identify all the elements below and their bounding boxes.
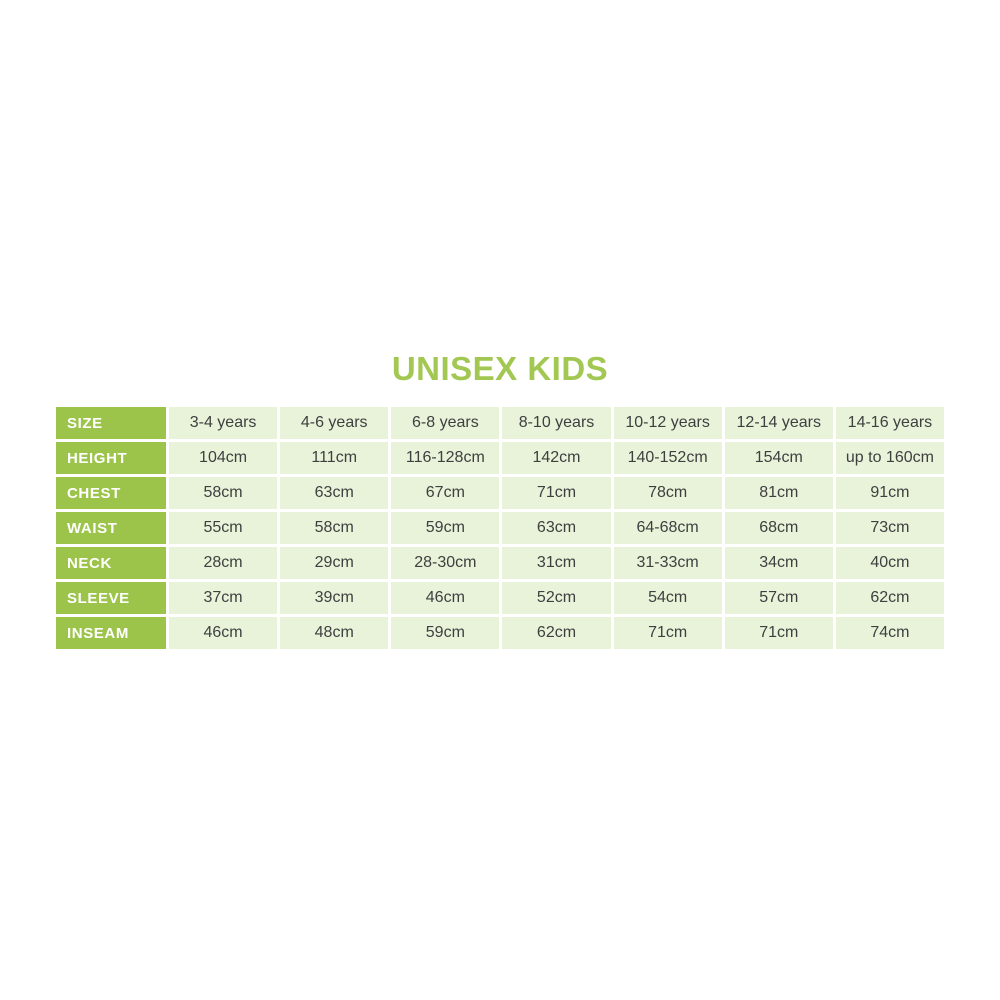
size-value-cell: 78cm: [613, 477, 722, 509]
size-value-cell: 28-30cm: [391, 547, 500, 579]
size-value-cell: 31-33cm: [613, 547, 722, 579]
size-value-cell: 81cm: [724, 477, 833, 509]
size-value-cell: 55cm: [169, 512, 278, 544]
size-value-cell: 31cm: [502, 547, 611, 579]
row-label-cell: SLEEVE: [56, 582, 166, 614]
size-value-cell: 74cm: [835, 617, 944, 649]
size-value-cell: 4-6 years: [280, 407, 389, 439]
size-value-cell: 71cm: [613, 617, 722, 649]
page-title: UNISEX KIDS: [391, 350, 609, 387]
size-value-cell: 40cm: [835, 547, 944, 579]
size-value-cell: 104cm: [169, 442, 278, 474]
size-table: SIZE 3-4 years 4-6 years 6-8 years 8-10 year…: [56, 407, 944, 649]
size-value-cell: 28cm: [169, 547, 278, 579]
size-value-cell: 67cm: [391, 477, 500, 509]
size-value-cell: 142cm: [502, 442, 611, 474]
size-value-cell: 39cm: [280, 582, 389, 614]
size-value-cell: 111cm: [280, 442, 389, 474]
size-value-cell: 52cm: [502, 582, 611, 614]
size-value-cell: 57cm: [724, 582, 833, 614]
size-value-cell: 34cm: [724, 547, 833, 579]
size-value-cell: 68cm: [724, 512, 833, 544]
size-value-cell: 29cm: [280, 547, 389, 579]
size-value-cell: 59cm: [391, 617, 500, 649]
size-value-cell: 8-10 years: [502, 407, 611, 439]
size-value-cell: 54cm: [613, 582, 722, 614]
size-value-cell: 46cm: [169, 617, 278, 649]
size-value-cell: 48cm: [280, 617, 389, 649]
size-value-cell: 73cm: [835, 512, 944, 544]
size-value-cell: 3-4 years: [169, 407, 278, 439]
size-value-cell: 91cm: [835, 477, 944, 509]
row-label-cell: CHEST: [56, 477, 166, 509]
size-value-cell: 154cm: [724, 442, 833, 474]
size-value-cell: 46cm: [391, 582, 500, 614]
size-value-cell: 62cm: [835, 582, 944, 614]
size-value-cell: 71cm: [502, 477, 611, 509]
size-value-cell: 58cm: [280, 512, 389, 544]
row-label-cell: HEIGHT: [56, 442, 166, 474]
row-label-cell: SIZE: [56, 407, 166, 439]
size-value-cell: 64-68cm: [613, 512, 722, 544]
row-label-cell: INSEAM: [56, 617, 166, 649]
size-value-cell: 10-12 years: [613, 407, 722, 439]
size-value-cell: 58cm: [169, 477, 278, 509]
size-value-cell: 63cm: [502, 512, 611, 544]
size-value-cell: 71cm: [724, 617, 833, 649]
size-value-cell: 37cm: [169, 582, 278, 614]
row-label-cell: NECK: [56, 547, 166, 579]
size-value-cell: 62cm: [502, 617, 611, 649]
size-value-cell: 14-16 years: [835, 407, 944, 439]
size-value-cell: 59cm: [391, 512, 500, 544]
size-value-cell: 116-128cm: [391, 442, 500, 474]
size-value-cell: up to 160cm: [835, 442, 944, 474]
size-value-cell: 140-152cm: [613, 442, 722, 474]
size-value-cell: 63cm: [280, 477, 389, 509]
size-value-cell: 6-8 years: [391, 407, 500, 439]
size-value-cell: 12-14 years: [724, 407, 833, 439]
row-label-cell: WAIST: [56, 512, 166, 544]
